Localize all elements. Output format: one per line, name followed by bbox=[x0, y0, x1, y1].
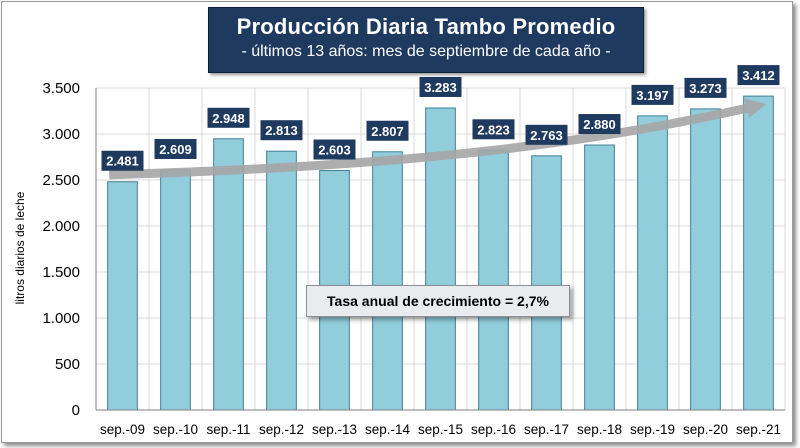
data-label-text: 2.807 bbox=[371, 124, 404, 139]
y-tick-label: 1.000 bbox=[42, 310, 80, 327]
data-label-text: 2.948 bbox=[212, 111, 245, 126]
x-tick-label: sep.-11 bbox=[206, 422, 250, 437]
x-tick-label: sep.-10 bbox=[153, 422, 198, 437]
x-tick-label: sep.-12 bbox=[259, 422, 304, 437]
data-label-bg bbox=[366, 120, 409, 141]
data-label: 2.603 bbox=[313, 139, 356, 160]
data-label: 3.412 bbox=[737, 65, 780, 86]
y-tick-label: 2.000 bbox=[42, 218, 80, 235]
data-label: 2.948 bbox=[207, 107, 250, 128]
data-label-bg bbox=[737, 65, 780, 86]
bar bbox=[107, 181, 138, 411]
data-label: 2.481 bbox=[101, 150, 144, 171]
data-label: 2.763 bbox=[525, 124, 568, 145]
data-label-bg bbox=[313, 139, 356, 160]
data-label-text: 2.823 bbox=[477, 122, 510, 137]
data-label-text: 3.283 bbox=[424, 80, 457, 95]
bars bbox=[107, 95, 774, 411]
y-axis-label: litros diarios de leche bbox=[13, 191, 27, 304]
x-tick-label: sep.-14 bbox=[365, 422, 411, 437]
data-label-bg bbox=[419, 76, 462, 97]
bar bbox=[213, 138, 244, 411]
data-label: 3.197 bbox=[631, 84, 674, 105]
y-tick-label: 3.500 bbox=[42, 80, 80, 97]
data-label-bg bbox=[101, 150, 144, 171]
data-label-text: 2.880 bbox=[583, 117, 616, 132]
bar bbox=[266, 150, 297, 411]
data-label: 2.609 bbox=[154, 138, 197, 159]
trend-arrow bbox=[109, 98, 767, 180]
x-tick-label: sep.-17 bbox=[524, 422, 569, 437]
x-tick-label: sep.-09 bbox=[100, 422, 145, 437]
data-label: 2.807 bbox=[366, 120, 409, 141]
y-tick-label: 1.500 bbox=[42, 264, 80, 281]
data-label-text: 3.273 bbox=[689, 81, 722, 96]
data-label-bg bbox=[631, 84, 674, 105]
trend-arrow-path bbox=[109, 98, 767, 180]
data-label-text: 2.603 bbox=[318, 143, 351, 158]
x-tick-label: sep.-19 bbox=[630, 422, 675, 437]
bar bbox=[372, 151, 403, 411]
bar bbox=[637, 115, 668, 411]
data-label-bg bbox=[578, 114, 621, 135]
data-label-text: 2.609 bbox=[159, 142, 192, 157]
data-label: 2.823 bbox=[472, 119, 515, 140]
chart-title-box: Producción Diaria Tambo Promedio - últim… bbox=[208, 7, 644, 73]
data-label-bg bbox=[525, 124, 568, 145]
data-label: 3.273 bbox=[684, 77, 727, 98]
data-label-bg bbox=[472, 119, 515, 140]
y-tick-label: 2.500 bbox=[42, 172, 80, 189]
y-tick-label: 0 bbox=[72, 402, 80, 419]
data-label-bg bbox=[260, 120, 303, 141]
data-label: 2.880 bbox=[578, 114, 621, 135]
data-label-bg bbox=[154, 138, 197, 159]
x-tick-label: sep.-20 bbox=[683, 422, 728, 437]
data-label-text: 2.763 bbox=[530, 128, 563, 143]
axes: 0 500 1.000 1.500 2.000 2.500 3.000 3.500 sep.-0… bbox=[42, 80, 785, 437]
data-label-bg bbox=[684, 77, 727, 98]
x-tick-label: sep.-16 bbox=[471, 422, 516, 437]
bar bbox=[531, 155, 562, 411]
bar bbox=[160, 169, 191, 411]
bar bbox=[478, 149, 509, 411]
data-label: 3.283 bbox=[419, 76, 462, 97]
data-label-text: 3.412 bbox=[742, 68, 775, 83]
y-tick-label: 3.000 bbox=[42, 126, 80, 143]
bar bbox=[690, 108, 721, 411]
x-tick-label: sep.-18 bbox=[577, 422, 622, 437]
x-tick-label: sep.-13 bbox=[312, 422, 357, 437]
data-labels: 2.481 2.609 2.948 2.813 2.603 2.807 3.283 2.823… bbox=[101, 65, 780, 171]
y-tick-label: 500 bbox=[55, 356, 80, 373]
chart-subtitle: - últimos 13 años: mes de septiembre de … bbox=[241, 43, 611, 60]
data-label-bg bbox=[207, 107, 250, 128]
data-label-text: 2.481 bbox=[106, 154, 139, 169]
chart-title: Producción Diaria Tambo Promedio bbox=[236, 14, 616, 39]
bar bbox=[584, 144, 615, 411]
x-tick-label: sep.-21 bbox=[736, 422, 781, 437]
data-label-text: 2.813 bbox=[265, 123, 298, 138]
growth-rate-annotation: Tasa anual de crecimiento = 2,7% bbox=[306, 285, 570, 317]
data-label: 2.813 bbox=[260, 120, 303, 141]
bar bbox=[743, 95, 774, 411]
data-label-text: 3.197 bbox=[636, 88, 669, 103]
x-tick-label: sep.-15 bbox=[418, 422, 463, 437]
